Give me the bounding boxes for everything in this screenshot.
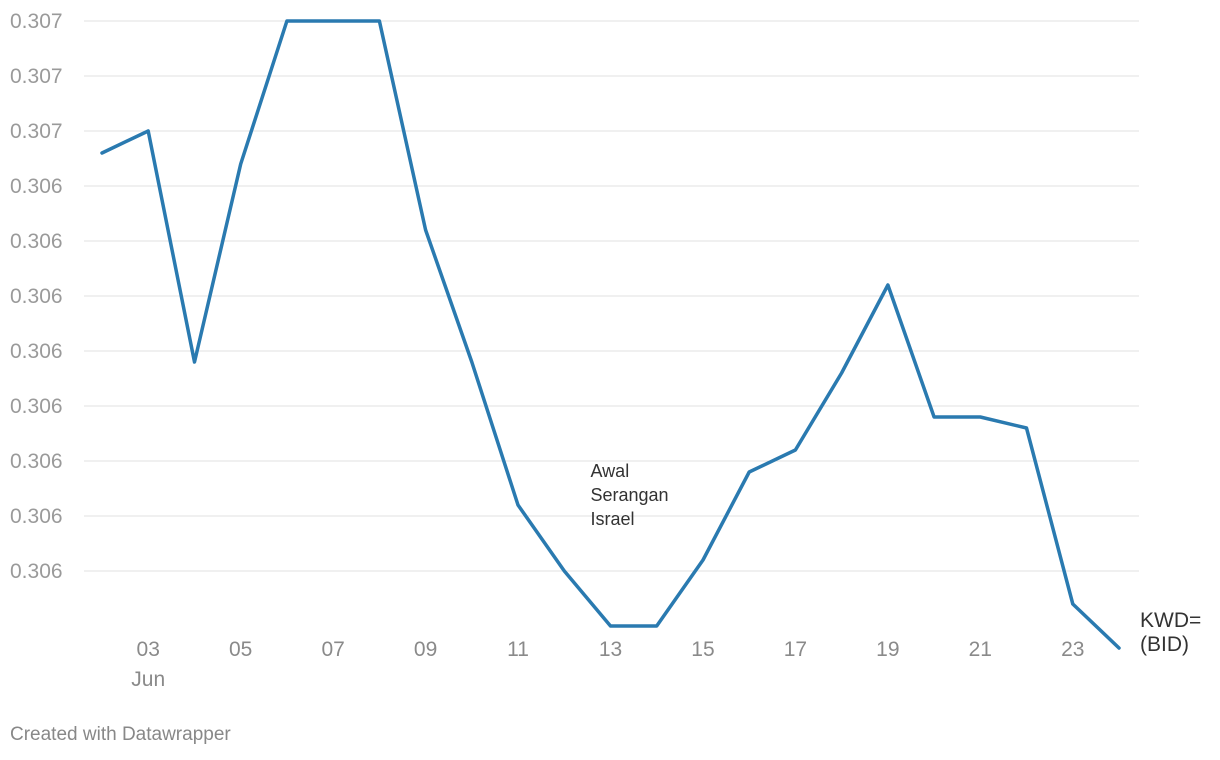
series-line bbox=[100, 19, 1121, 650]
y-tick-label: 0.306 bbox=[10, 340, 63, 363]
y-axis-ticks: 0.307 0.307 0.307 0.306 0.306 0.306 0.306 0.306… bbox=[10, 10, 63, 583]
y-tick-label: 0.306 bbox=[10, 560, 63, 583]
x-tick-sublabel: Jun bbox=[131, 668, 165, 691]
x-tick-label: 05 bbox=[229, 638, 252, 661]
y-tick-label: 0.307 bbox=[10, 10, 63, 33]
chart: 0.307 0.307 0.307 0.306 0.306 0.306 0.306 0.306… bbox=[10, 10, 1201, 691]
x-tick-label: 03 bbox=[137, 638, 160, 661]
x-tick-label: 19 bbox=[876, 638, 899, 661]
y-tick-label: 0.307 bbox=[10, 65, 63, 88]
x-tick-label: 15 bbox=[691, 638, 714, 661]
y-tick-label: 0.306 bbox=[10, 450, 63, 473]
footer-credit: Created with Datawrapper bbox=[10, 724, 231, 745]
annotation-label: Awal Serangan Israel bbox=[591, 461, 669, 529]
series-label: KWD= (BID) bbox=[1140, 609, 1201, 656]
x-tick-label: 07 bbox=[321, 638, 344, 661]
y-tick-label: 0.306 bbox=[10, 175, 63, 198]
y-tick-label: 0.306 bbox=[10, 230, 63, 253]
x-tick-label: 17 bbox=[784, 638, 807, 661]
annotations: Awal Serangan Israel bbox=[591, 461, 669, 529]
grid-layer bbox=[84, 20, 1139, 572]
x-axis-ticks: 03 Jun 05 07 09 11 13 15 17 19 21 23 bbox=[131, 638, 1084, 691]
y-tick-label: 0.306 bbox=[10, 505, 63, 528]
y-tick-label: 0.307 bbox=[10, 120, 63, 143]
x-tick-label: 23 bbox=[1061, 638, 1084, 661]
x-tick-label: 09 bbox=[414, 638, 437, 661]
y-tick-label: 0.306 bbox=[10, 395, 63, 418]
x-tick-label: 11 bbox=[507, 638, 529, 661]
x-tick-label: 13 bbox=[599, 638, 622, 661]
x-tick-label: 21 bbox=[969, 638, 992, 661]
y-tick-label: 0.306 bbox=[10, 285, 63, 308]
series-layer: KWD= (BID) bbox=[100, 19, 1201, 656]
